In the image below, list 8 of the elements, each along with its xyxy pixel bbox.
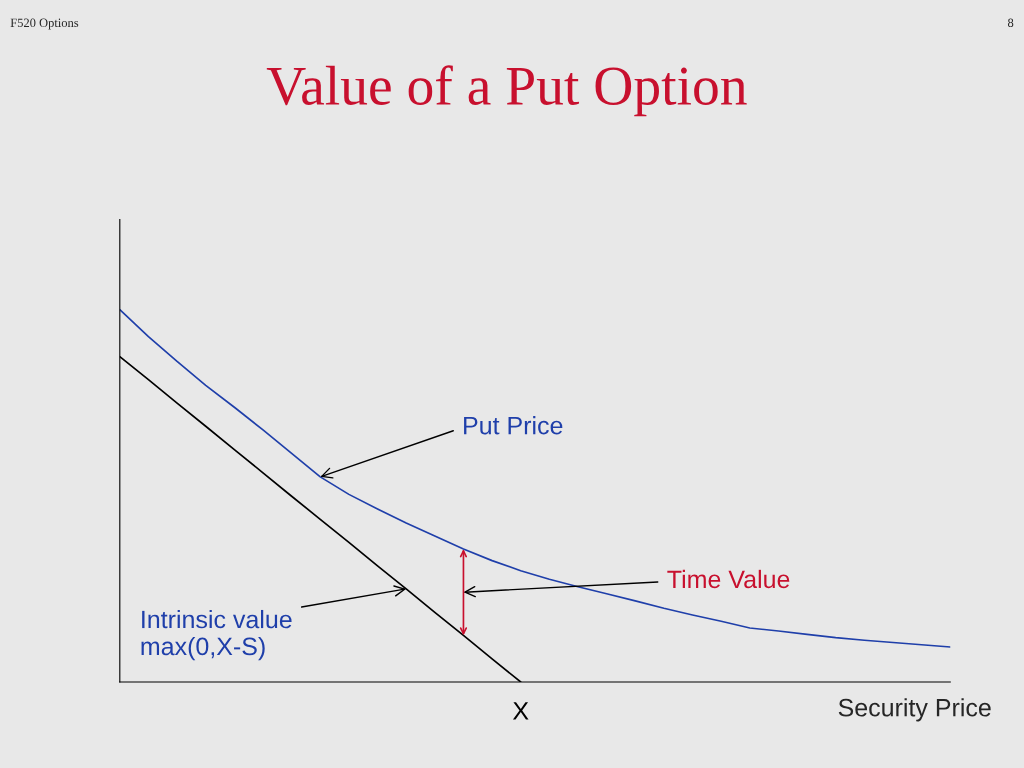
annotation: Put Price (464, 416, 563, 435)
chart-title: Value of a Put Option (266, 65, 747, 117)
text: 8 (1007, 18, 1014, 27)
annotation: Time Value (667, 569, 790, 589)
text: X (512, 702, 529, 720)
annotation: Intrinsic value max(0,X-S) (141, 609, 292, 661)
x-axis-title: Security Price (838, 698, 991, 722)
text: F520 Options (10, 18, 79, 30)
